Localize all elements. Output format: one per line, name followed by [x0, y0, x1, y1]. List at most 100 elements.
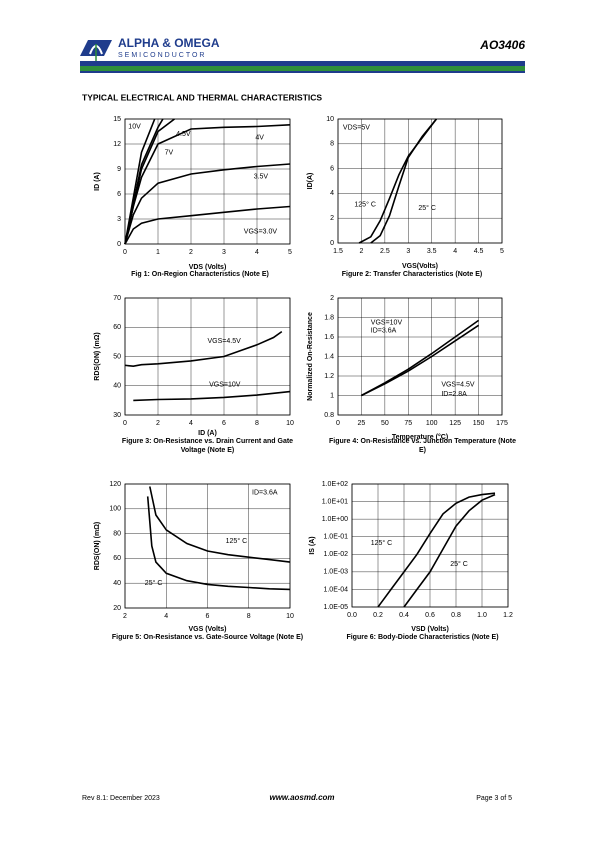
x-tick-label: 150 — [473, 420, 485, 427]
y-tick-label: 1.0E-01 — [323, 534, 348, 541]
company: ALPHA & OMEGA — [118, 36, 220, 50]
x-tick-label: 0 — [123, 249, 127, 256]
x-tick-label: 3.5 — [427, 248, 437, 255]
x-tick-label: 3 — [222, 249, 226, 256]
x-axis-label: VSD (Volts) — [411, 626, 449, 633]
x-tick-label: 50 — [381, 420, 389, 427]
y-tick-label: 120 — [109, 481, 121, 488]
figure-caption: Figure 6: Body-Diode Characteristics (No… — [346, 634, 499, 641]
x-tick-label: 0.8 — [451, 612, 461, 619]
curve-label: 4.5V — [176, 131, 191, 138]
x-tick-label: 6 — [206, 613, 210, 620]
x-tick-label: 4 — [453, 248, 457, 255]
y-tick-label: 15 — [113, 116, 121, 123]
footer-page: Page 3 of 5 — [476, 795, 512, 802]
y-axis-label: IS (A) — [309, 536, 316, 554]
y-tick-label: 1.8 — [324, 314, 334, 321]
y-tick-label: 20 — [113, 605, 121, 612]
x-tick-label: 1 — [156, 249, 160, 256]
y-tick-label: 0 — [330, 240, 334, 247]
x-tick-label: 125 — [449, 420, 461, 427]
x-tick-label: 2 — [123, 613, 127, 620]
curve — [361, 324, 480, 397]
y-tick-label: 1.2 — [324, 373, 334, 380]
annotation: ID=2.8A — [441, 391, 467, 398]
x-tick-label: 75 — [404, 420, 412, 427]
curve — [124, 163, 291, 245]
x-tick-label: 1.5 — [333, 248, 343, 255]
footer-revision: Rev 8.1: December 2023 — [82, 795, 160, 802]
curve-label: VGS=3.0V — [244, 228, 278, 235]
curve — [146, 496, 291, 591]
y-tick-label: 0.8 — [324, 412, 334, 419]
footer-website: www.aosmd.com — [269, 793, 334, 802]
figure-caption: Figure 3: On-Resistance vs. Drain Curren… — [121, 438, 294, 454]
x-tick-label: 25 — [358, 420, 366, 427]
curve-label: 25° C — [450, 560, 468, 568]
x-tick-label: 0.2 — [373, 612, 383, 619]
curve-label: VGS=10V — [209, 381, 241, 388]
x-axis-label: Temperature (°C) — [392, 433, 448, 441]
x-axis-label: VGS(Volts) — [402, 263, 438, 270]
x-tick-label: 0.6 — [425, 612, 435, 619]
y-tick-label: 8 — [330, 141, 334, 148]
y-tick-label: 12 — [113, 141, 121, 148]
y-axis-label: RDS(ON) (mΩ) — [94, 522, 101, 570]
x-tick-label: 0.4 — [399, 612, 409, 619]
y-tick-label: 6 — [330, 165, 334, 172]
x-tick-label: 5 — [288, 249, 292, 256]
x-tick-label: 0.0 — [347, 612, 357, 619]
y-tick-label: 1.6 — [324, 334, 334, 341]
y-tick-label: 40 — [113, 383, 121, 390]
plot-frame — [337, 297, 503, 416]
y-tick-label: 1.0E-05 — [323, 604, 348, 611]
x-axis-label: VDS (Volts) — [189, 264, 227, 271]
plot-frame — [351, 483, 509, 608]
y-tick-label: 60 — [113, 555, 121, 562]
x-tick-label: 8 — [255, 420, 259, 427]
y-tick-label: 1.0E-03 — [323, 569, 348, 576]
curve-label: VGS=4.5V — [208, 338, 242, 345]
curve-label: 125° C — [371, 539, 392, 547]
y-tick-label: 10 — [326, 116, 334, 123]
x-tick-label: 2 — [359, 248, 363, 255]
x-tick-label: 4 — [255, 249, 259, 256]
curve-label: 4V — [255, 135, 264, 142]
y-tick-label: 50 — [113, 353, 121, 360]
y-axis-label: RDS(ON) (mΩ) — [94, 332, 101, 380]
curve — [149, 486, 291, 563]
annotation: ID=3.6A — [252, 490, 278, 497]
x-axis-label: VGS (Volts) — [189, 626, 227, 633]
y-axis-label: ID (A) — [94, 172, 101, 191]
y-tick-label: 100 — [109, 506, 121, 513]
y-axis-label: ID(A) — [307, 173, 314, 190]
curve-label: VGS=10V — [371, 319, 403, 326]
curve-label: 125° C — [226, 537, 247, 545]
band — [80, 61, 525, 66]
curve-label: 10V — [128, 123, 141, 130]
y-tick-label: 9 — [117, 166, 121, 173]
figure-caption: Figure 5: On-Resistance vs. Gate-Source … — [111, 634, 304, 641]
y-tick-label: 1.0E+01 — [322, 498, 348, 505]
plot-frame — [124, 483, 291, 609]
curve-label: VGS=4.5V — [441, 381, 475, 388]
x-tick-label: 100 — [426, 420, 438, 427]
curve — [124, 124, 291, 245]
x-tick-label: 5 — [500, 248, 504, 255]
x-tick-label: 0 — [123, 420, 127, 427]
annotation: ID=3.6A — [371, 328, 397, 335]
annotation: VDS=5V — [343, 125, 370, 132]
x-tick-label: 1.0 — [477, 612, 487, 619]
curve — [124, 330, 283, 368]
y-tick-label: 3 — [117, 216, 121, 223]
curve-label: 25° C — [145, 579, 163, 587]
section-title: TYPICAL ELECTRICAL AND THERMAL CHARACTER… — [82, 92, 322, 102]
part-number: AO3406 — [479, 38, 525, 52]
logo — [80, 40, 112, 63]
y-tick-label: 1.0E-02 — [323, 551, 348, 558]
x-tick-label: 2.5 — [380, 248, 390, 255]
x-tick-label: 2 — [189, 249, 193, 256]
x-tick-label: 4 — [189, 420, 193, 427]
